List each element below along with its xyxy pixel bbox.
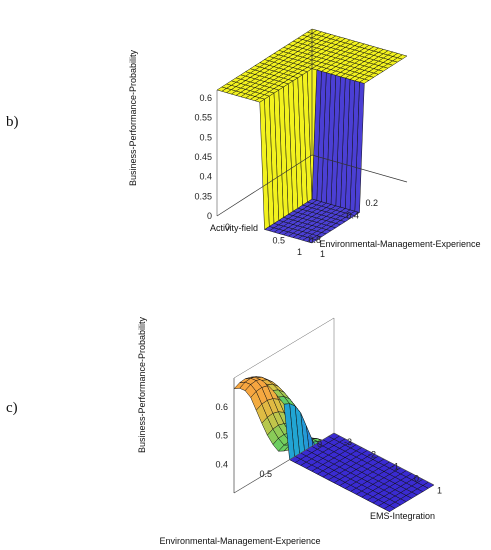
panel-label-c: c) bbox=[6, 400, 18, 416]
y-tick-label: 0 bbox=[317, 439, 322, 449]
z-tick-label: 0.6 bbox=[215, 402, 228, 412]
x-tick-label: -3 bbox=[344, 437, 352, 447]
x-tick-label: 0.2 bbox=[365, 198, 378, 208]
z-tick-label: 0.4 bbox=[215, 459, 228, 469]
axis-line bbox=[216, 154, 313, 217]
y-tick-label: 0.5 bbox=[259, 469, 272, 479]
axis-line bbox=[333, 432, 435, 486]
x-tick-label: 1 bbox=[297, 247, 302, 257]
z-tick-label: 0 bbox=[207, 211, 212, 221]
panel-label-b: b) bbox=[6, 114, 19, 130]
y-axis-label: Environmental-Management-Experience bbox=[159, 536, 320, 546]
surface-c bbox=[233, 376, 435, 512]
axes-c: 0.4 0.5 0.6 -3 -2 -1 0 1 0 0.5 EMS-Integration Envi… bbox=[137, 316, 442, 546]
z-axis-label: Business-Performance-Probability bbox=[137, 316, 147, 453]
surface-plot-b: b) 0 0.35 0.4 0.45 0.5 0.55 0.6 0.2 0.4 0.8 1 0 0.5 1… bbox=[6, 28, 481, 259]
x-tick-label: 0.4 bbox=[346, 210, 359, 220]
surface-b bbox=[216, 28, 408, 244]
x-tick-label: 1 bbox=[437, 485, 442, 495]
z-tick-label: 0.5 bbox=[199, 132, 212, 142]
y-tick-label: 0 bbox=[225, 222, 230, 232]
x-tick-label: -1 bbox=[391, 461, 399, 471]
axis-line bbox=[233, 432, 335, 494]
z-tick-label: 0.55 bbox=[194, 113, 212, 123]
y-tick-label: 0.5 bbox=[273, 236, 286, 246]
axis-line bbox=[311, 154, 408, 183]
axes-b: 0 0.35 0.4 0.45 0.5 0.55 0.6 0.2 0.4 0.8 1 0 0.5 1 Act… bbox=[128, 29, 481, 259]
x-axis-label: EMS-Integration bbox=[370, 511, 435, 521]
y-axis-label: Environmental-Management-Experience bbox=[319, 239, 480, 249]
x-axis-label: Activity-field bbox=[210, 223, 258, 233]
z-tick-label: 0.5 bbox=[215, 431, 228, 441]
z-tick-label: 0.4 bbox=[199, 172, 212, 182]
x-tick-label: 0 bbox=[414, 473, 419, 483]
y-tick-label: 1 bbox=[320, 249, 325, 259]
z-tick-label: 0.45 bbox=[194, 152, 212, 162]
z-tick-label: 0.35 bbox=[194, 191, 212, 201]
x-tick-label: 0.8 bbox=[308, 235, 321, 245]
z-tick-label: 0.6 bbox=[199, 93, 212, 103]
z-axis-label: Business-Performance-Probability bbox=[128, 49, 138, 186]
surface-plot-c: c) 0.4 0.5 0.6 -3 -2 -1 0 1 0 0.5 EMS-Integration E… bbox=[6, 316, 442, 546]
x-tick-label: -2 bbox=[368, 449, 376, 459]
